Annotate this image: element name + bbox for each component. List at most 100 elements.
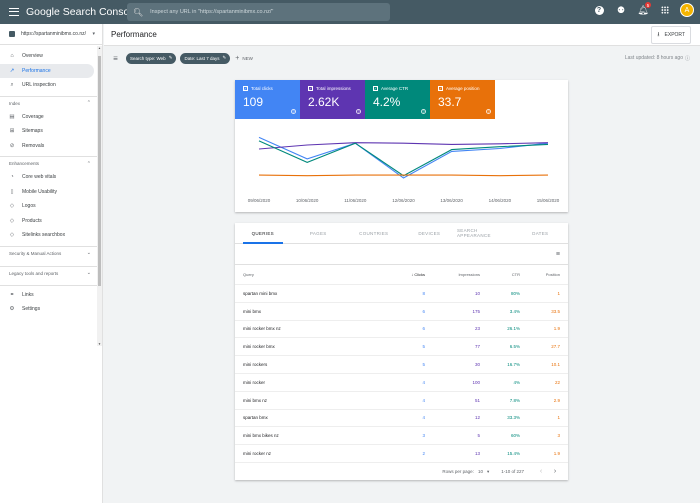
tab-pages[interactable]: PAGES	[309, 230, 327, 236]
tab-queries[interactable]: QUERIES	[235, 223, 291, 244]
avatar[interactable]: A	[680, 3, 694, 17]
sidebar-item-performance[interactable]: ↗ Performance	[0, 63, 94, 78]
tab-devices[interactable]: DEVICES	[418, 230, 441, 236]
checkbox-icon: ✓	[243, 86, 248, 91]
column-ctr[interactable]: CTR	[511, 272, 520, 277]
cell-impressions: 13	[474, 451, 480, 457]
sidebar-item-settings[interactable]: ⚙ Settings	[0, 302, 102, 317]
series-line-total-clicks	[258, 136, 549, 179]
sidebar-scrollbar[interactable]: ▲ ▼	[97, 46, 102, 346]
page-title: Performance	[111, 30, 157, 39]
sidebar-item-core-web-vitals[interactable]: ◔ Core web vitals	[0, 170, 102, 185]
sidebar-item-mobile-usability[interactable]: ▯ Mobile Usability	[0, 185, 102, 200]
chip-label: Search type: Web	[130, 55, 166, 61]
table-body: spartan mini bmx 8 10 80% 1 mini bmx 6 175 3.4% 3…	[235, 285, 568, 463]
cell-ctr: 33.3%	[507, 415, 520, 421]
performance-card: ✓ Total clicks 109 ? ✓ Total impressions 2…	[235, 80, 568, 212]
filter-list-icon[interactable]: ≡	[555, 250, 560, 258]
table-row[interactable]: mini bmx nz 4 51 7.8% 2.9	[235, 392, 568, 410]
column-position[interactable]: Position	[545, 272, 560, 277]
table-row[interactable]: mini bmx bikes nz 3 5 60% 3	[235, 427, 568, 446]
help-outline-icon[interactable]: ?	[421, 109, 426, 114]
scroll-up-arrow-icon[interactable]: ▲	[98, 46, 101, 50]
home-icon: ⌂	[10, 53, 14, 60]
sidebar-item-removals[interactable]: ⊘ Removals	[0, 139, 102, 154]
table-row[interactable]: mini rockers 5 30 16.7% 10.1	[235, 356, 568, 374]
rows-per-page-select[interactable]: 10 ▾	[478, 469, 489, 475]
scroll-down-arrow-icon[interactable]: ▼	[98, 342, 101, 346]
metric-value: 33.7	[438, 95, 462, 109]
sidebar-item-logos[interactable]: ◇ Logos	[0, 199, 102, 214]
prev-page-icon[interactable]: ‹	[539, 468, 543, 476]
search-type-chip[interactable]: Search type: Web ✎	[126, 52, 177, 64]
cell-position: 27.7	[551, 344, 560, 350]
table-row[interactable]: spartan bmx 4 12 33.3% 1	[235, 410, 568, 428]
sidebar-item-products[interactable]: ◇ Products	[0, 214, 102, 229]
sidebar-item-overview[interactable]: ⌂ Overview	[0, 49, 102, 64]
menu-icon[interactable]	[9, 8, 19, 16]
cell-ctr: 6.5%	[509, 344, 520, 350]
pagination: Rows per page: 10 ▾ 1-10 of 227 ‹ ›	[235, 463, 568, 481]
series-line-total-impressions	[258, 142, 549, 150]
people-icon: ⚉	[616, 4, 626, 15]
speed-icon: ◔	[10, 174, 14, 181]
scrollbar-thumb[interactable]	[98, 56, 101, 286]
section-security[interactable]: Security & Manual Actions ⌄	[0, 245, 102, 260]
section-legacy[interactable]: Legacy tools and reports ⌄	[0, 265, 102, 280]
section-label: Enhancements	[9, 161, 40, 166]
section-index[interactable]: Index ⌃	[0, 95, 102, 110]
cell-impressions: 100	[472, 379, 480, 385]
cell-clicks: 6	[422, 308, 425, 314]
sidebar-item-label: Core web vitals	[22, 174, 57, 181]
next-page-icon[interactable]: ›	[553, 468, 557, 476]
people-button[interactable]: ⚉	[614, 3, 628, 17]
metric-tile-impressions[interactable]: ✓ Total impressions 2.62K ?	[300, 80, 365, 119]
metric-tile-clicks[interactable]: ✓ Total clicks 109 ?	[235, 80, 300, 119]
filter-icon[interactable]: ≡	[113, 53, 118, 63]
help-outline-icon[interactable]: ?	[486, 109, 491, 114]
column-impressions[interactable]: Impressions	[458, 272, 480, 277]
help-outline-icon[interactable]: ⓘ	[684, 55, 690, 62]
table-row[interactable]: mini rocker bmx nz 6 23 26.1% 1.9	[235, 321, 568, 339]
sidebar-item-label: Overview	[22, 53, 43, 60]
sidebar-item-label: Sitelinks searchbox	[22, 232, 66, 239]
new-filter-button[interactable]: + NEW	[235, 55, 253, 62]
tab-search-appearance[interactable]: SEARCH APPEARANCE	[457, 228, 491, 238]
cell-impressions: 175	[472, 308, 480, 314]
tab-dates[interactable]: DATES	[532, 230, 549, 236]
section-enhancements[interactable]: Enhancements ⌃	[0, 156, 102, 170]
table-row[interactable]: mini bmx 6 175 3.4% 33.5	[235, 303, 568, 321]
help-outline-icon[interactable]: ?	[291, 109, 296, 114]
tab-countries[interactable]: COUNTRIES	[359, 230, 389, 236]
help-outline-icon[interactable]: ?	[356, 109, 361, 114]
search-icon: 🔍︎	[133, 7, 144, 17]
help-button[interactable]: ?	[592, 3, 606, 17]
date-chip[interactable]: Date: Last 7 days ✎	[180, 52, 231, 64]
table-row[interactable]: spartan mini bmx 8 10 80% 1	[235, 285, 568, 303]
metric-tile-ctr[interactable]: ✓ Average CTR 4.2% ?	[365, 80, 430, 119]
table-row[interactable]: mini rocker bmx 5 77 6.5% 27.7	[235, 338, 568, 357]
sidebar-item-url-inspection[interactable]: ⌕ URL inspection	[0, 78, 102, 93]
app-title[interactable]: Google Search Console	[26, 6, 138, 18]
column-clicks[interactable]: ↓ Clicks	[400, 272, 425, 277]
chevron-down-icon: ⌄	[86, 250, 91, 256]
url-inspect-search[interactable]: 🔍︎ Inspect any URL in "https://spartanmi…	[127, 3, 390, 21]
sidebar-item-links[interactable]: ⚭ Links	[0, 288, 102, 303]
sidebar-item-sitemaps[interactable]: ⊞ Sitemaps	[0, 124, 102, 139]
sidebar-item-label: Links	[22, 291, 34, 298]
sidebar-item-coverage[interactable]: ▤ Coverage	[0, 110, 102, 125]
apps-button[interactable]	[658, 3, 672, 17]
column-query[interactable]: Query	[243, 272, 254, 277]
notifications-button[interactable]: 🔔︎ 5	[636, 2, 651, 17]
table-row[interactable]: mini rocker 4 100 4% 22	[235, 374, 568, 392]
table-row[interactable]: mini rocker nz 2 13 15.4% 1.9	[235, 445, 568, 463]
export-button[interactable]: ⭳ EXPORT	[651, 25, 691, 44]
sidebar-item-sitelinks-searchbox[interactable]: ◇ Sitelinks searchbox	[0, 228, 102, 243]
cell-position: 1	[557, 290, 560, 296]
cell-impressions: 23	[474, 326, 480, 332]
section-label: Index	[9, 100, 21, 106]
sidebar-item-label: Sitemaps	[22, 128, 43, 135]
metric-tile-position[interactable]: ✓ Average position 33.7 ?	[430, 80, 495, 119]
x-tick-label: 13/06/2020	[440, 198, 463, 203]
property-selector[interactable]: https://spartanminibmx.co.nz/ ▾	[0, 24, 102, 45]
